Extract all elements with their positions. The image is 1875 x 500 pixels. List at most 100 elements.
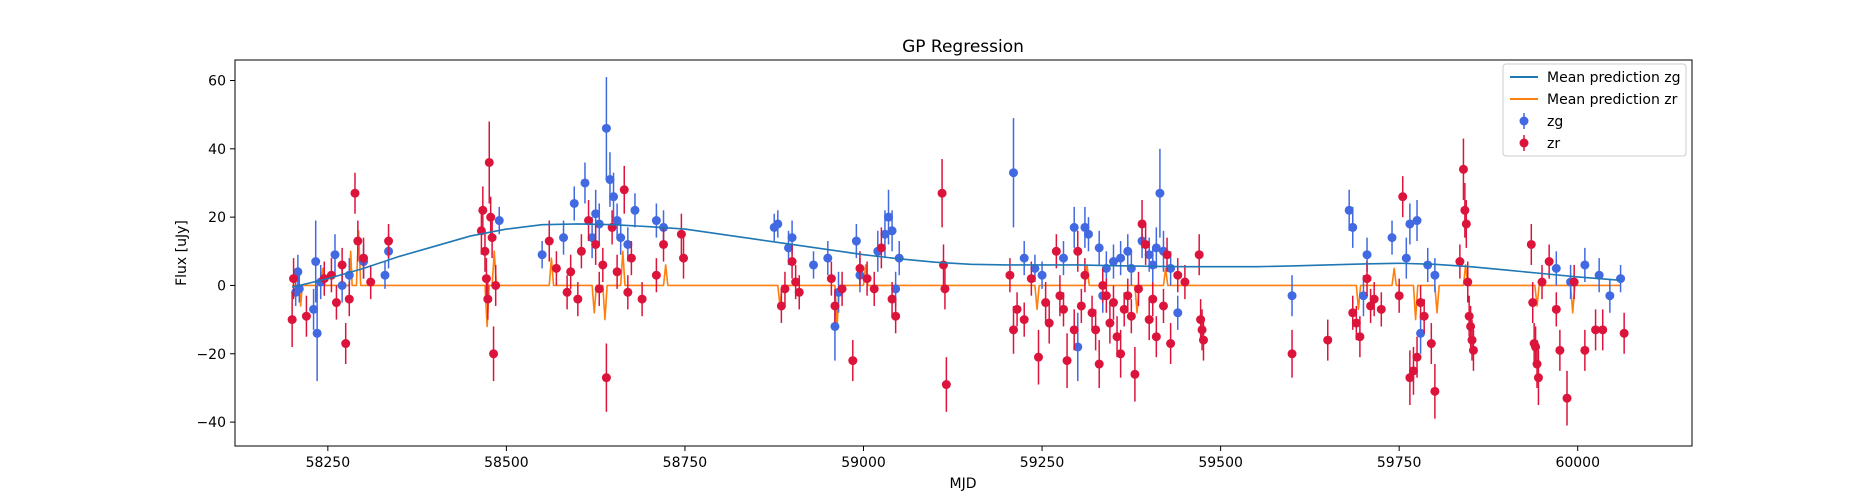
data-point-zr [1180, 277, 1190, 287]
y-tick-label: 20 [208, 210, 226, 226]
data-point-zr [1098, 280, 1108, 290]
data-point-zr [1151, 332, 1161, 342]
data-point-zr [855, 263, 865, 273]
x-tick-label: 59500 [1198, 455, 1243, 471]
data-point-zg [1151, 243, 1161, 253]
data-point-zr [780, 284, 790, 294]
data-point-zr [1533, 373, 1543, 383]
data-point-zg [1058, 253, 1068, 263]
data-point-zr [941, 380, 951, 390]
data-point-zg [891, 284, 901, 294]
data-point-zg [1430, 270, 1440, 280]
data-point-zg [569, 198, 579, 208]
data-point-zg [1019, 253, 1029, 263]
y-tick-label: −20 [196, 347, 226, 363]
data-point-zr [1369, 294, 1379, 304]
data-point-zr [1591, 325, 1601, 335]
data-point-zr [551, 263, 561, 273]
data-point-zr [1076, 301, 1086, 311]
data-point-zr [1130, 369, 1140, 379]
data-point-zr [598, 260, 608, 270]
data-point-zg [851, 236, 861, 246]
data-point-zg [880, 229, 890, 239]
data-point-zg [612, 216, 622, 226]
data-point-zg [1362, 250, 1372, 260]
data-point-zr [601, 373, 611, 383]
chart-title: GP Regression [902, 37, 1024, 57]
data-point-zg [809, 260, 819, 270]
data-point-zg [823, 253, 833, 263]
data-point-zr [1287, 349, 1297, 359]
data-point-zr [1069, 325, 1079, 335]
data-point-zg [651, 216, 661, 226]
legend-swatch-zg [1519, 113, 1529, 129]
data-point-zr [1126, 311, 1136, 321]
data-point-zr [1112, 332, 1122, 342]
data-point-zg [1080, 222, 1090, 232]
data-point-zg [1412, 216, 1422, 226]
data-point-zg [1405, 219, 1415, 229]
x-tick-label: 59750 [1377, 455, 1422, 471]
data-point-zr [287, 315, 297, 325]
legend: Mean prediction zg Mean prediction zr zg… [1502, 63, 1687, 157]
data-point-zr [848, 356, 858, 366]
data-point-zg [1616, 274, 1626, 284]
data-point-zg [1551, 263, 1561, 273]
data-point-zr [1562, 393, 1572, 403]
data-point-zr [651, 270, 661, 280]
data-point-zr [1532, 359, 1542, 369]
data-point-zg [1348, 222, 1358, 232]
data-point-zg [630, 205, 640, 215]
series-layer [287, 77, 1629, 426]
data-point-zr [1173, 270, 1183, 280]
data-point-zr [1108, 298, 1118, 308]
data-point-zr [1619, 328, 1629, 338]
data-point-zr [891, 311, 901, 321]
data-point-zr [776, 301, 786, 311]
x-tick-label: 60000 [1555, 455, 1600, 471]
data-point-zr [1398, 192, 1408, 202]
data-point-zr [1148, 294, 1158, 304]
data-point-zr [1408, 366, 1418, 376]
y-tick-label: −40 [196, 415, 226, 431]
data-point-zr [791, 277, 801, 287]
data-point-zr [1137, 219, 1147, 229]
series-points-zg [291, 77, 1626, 382]
data-point-zr [319, 274, 329, 284]
data-point-zr [1366, 301, 1376, 311]
data-point-zr [1166, 339, 1176, 349]
data-point-zr [1351, 318, 1361, 328]
data-point-zr [1426, 339, 1436, 349]
data-point-zr [1197, 325, 1207, 335]
data-point-zr [1463, 277, 1473, 287]
data-point-zr [887, 294, 897, 304]
data-point-zr [1419, 311, 1429, 321]
data-point-zr [483, 294, 493, 304]
data-point-zr [1412, 352, 1422, 362]
data-point-zr [1464, 311, 1474, 321]
data-point-zg [1008, 168, 1018, 178]
data-point-zr [1362, 274, 1372, 284]
data-point-zr [659, 239, 669, 249]
legend-label-zr: zr [1547, 136, 1560, 152]
data-point-zr [1526, 239, 1536, 249]
data-point-zr [481, 274, 491, 284]
data-point-zg [591, 209, 601, 219]
data-point-zr [491, 280, 501, 290]
data-point-zr [676, 229, 686, 239]
data-point-zr [1005, 270, 1015, 280]
data-point-zr [1194, 250, 1204, 260]
data-point-zr [359, 253, 369, 263]
series-line-mean-prediction-zg [291, 223, 1621, 288]
data-point-zr [1019, 315, 1029, 325]
data-point-zg [1416, 328, 1426, 338]
data-point-zr [486, 212, 496, 222]
data-point-zr [1012, 304, 1022, 314]
data-point-zg [1423, 260, 1433, 270]
data-point-zr [1094, 359, 1104, 369]
data-point-zr [830, 301, 840, 311]
data-point-zg [1144, 250, 1154, 260]
data-point-zg [1116, 253, 1126, 263]
data-point-zr [341, 339, 351, 349]
